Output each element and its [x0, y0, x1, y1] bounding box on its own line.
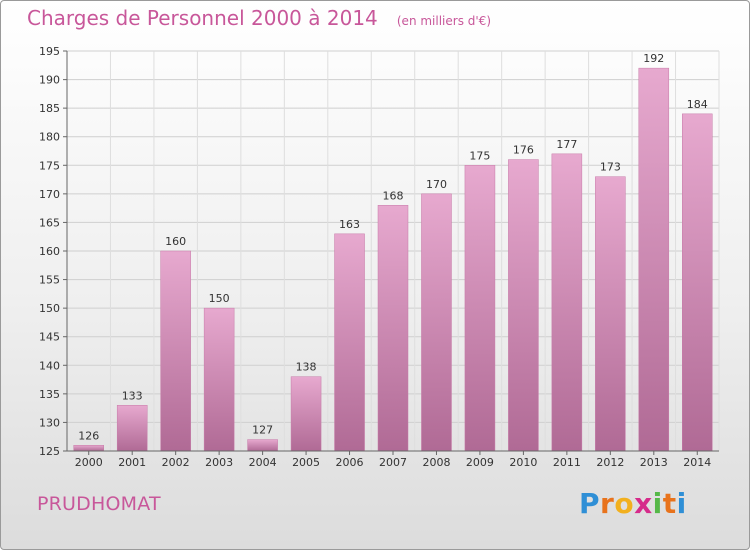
y-tick-label: 185 — [39, 102, 60, 115]
x-tick-label: 2000 — [75, 456, 103, 469]
bar-value-label: 150 — [209, 292, 230, 305]
logo-letter: i — [676, 487, 687, 520]
logo-letter: x — [634, 487, 653, 520]
x-tick-label: 2012 — [596, 456, 624, 469]
x-tick-label: 2002 — [162, 456, 190, 469]
bar-value-label: 173 — [600, 161, 621, 174]
bar-value-label: 133 — [122, 389, 143, 402]
x-tick-label: 2013 — [640, 456, 668, 469]
x-tick-label: 2011 — [553, 456, 581, 469]
y-tick-label: 155 — [39, 274, 60, 287]
chart-subtitle: (en milliers d'€) — [396, 14, 491, 28]
y-tick-label: 130 — [39, 416, 60, 429]
place-name: PRUDHOMAT — [37, 493, 161, 515]
y-tick-label: 180 — [39, 131, 60, 144]
y-tick-label: 135 — [39, 388, 60, 401]
y-tick-label: 125 — [39, 445, 60, 458]
bar — [334, 233, 365, 452]
x-tick-label: 2014 — [683, 456, 711, 469]
logo-letter: r — [600, 487, 615, 520]
y-tick-label: 195 — [39, 45, 60, 58]
logo-letter: o — [614, 487, 635, 520]
y-tick-label: 160 — [39, 245, 60, 258]
bar-value-label: 177 — [556, 138, 577, 151]
x-tick-label: 2003 — [205, 456, 233, 469]
chart-title: Charges de Personnel 2000 à 2014 — [27, 6, 378, 30]
bar — [595, 176, 626, 452]
bar-value-label: 176 — [513, 144, 534, 157]
bar-value-label: 160 — [165, 235, 186, 248]
logo-letter: i — [652, 487, 663, 520]
x-tick-label: 2005 — [292, 456, 320, 469]
bar — [638, 67, 670, 452]
bar — [682, 113, 713, 452]
bar-value-label: 138 — [296, 361, 317, 374]
bar-value-label: 163 — [339, 218, 360, 231]
y-tick-label: 140 — [39, 359, 60, 372]
bar — [421, 193, 452, 452]
bar — [508, 159, 539, 452]
y-tick-label: 175 — [39, 159, 60, 172]
bar-value-label: 184 — [687, 98, 708, 111]
bar — [73, 445, 104, 452]
y-tick-label: 150 — [39, 302, 60, 315]
x-tick-label: 2009 — [466, 456, 494, 469]
x-tick-label: 2008 — [422, 456, 450, 469]
bar-value-label: 126 — [78, 429, 99, 442]
y-tick-label: 145 — [39, 331, 60, 344]
proxiti-logo: Proxiti — [579, 487, 687, 520]
x-tick-label: 2004 — [249, 456, 277, 469]
logo-letter: t — [662, 487, 677, 520]
logo-letter: P — [579, 487, 601, 520]
x-tick-label: 2001 — [118, 456, 146, 469]
y-tick-label: 190 — [39, 74, 60, 87]
bar-value-label: 170 — [426, 178, 447, 191]
bar — [116, 405, 148, 452]
bar — [247, 439, 278, 452]
bar-value-label: 175 — [469, 149, 490, 162]
bar — [290, 376, 322, 452]
bar — [203, 307, 235, 452]
x-tick-label: 2006 — [336, 456, 364, 469]
y-tick-label: 170 — [39, 188, 60, 201]
bar — [160, 250, 191, 452]
bar — [377, 205, 409, 452]
x-tick-label: 2007 — [379, 456, 407, 469]
bar — [464, 165, 496, 452]
x-tick-label: 2010 — [509, 456, 537, 469]
y-tick-label: 165 — [39, 216, 60, 229]
bar — [551, 153, 583, 452]
bar-value-label: 168 — [383, 189, 404, 202]
bar-value-label: 192 — [643, 52, 664, 65]
title-row: Charges de Personnel 2000 à 2014 (en mil… — [27, 6, 491, 30]
bar-value-label: 127 — [252, 424, 273, 437]
